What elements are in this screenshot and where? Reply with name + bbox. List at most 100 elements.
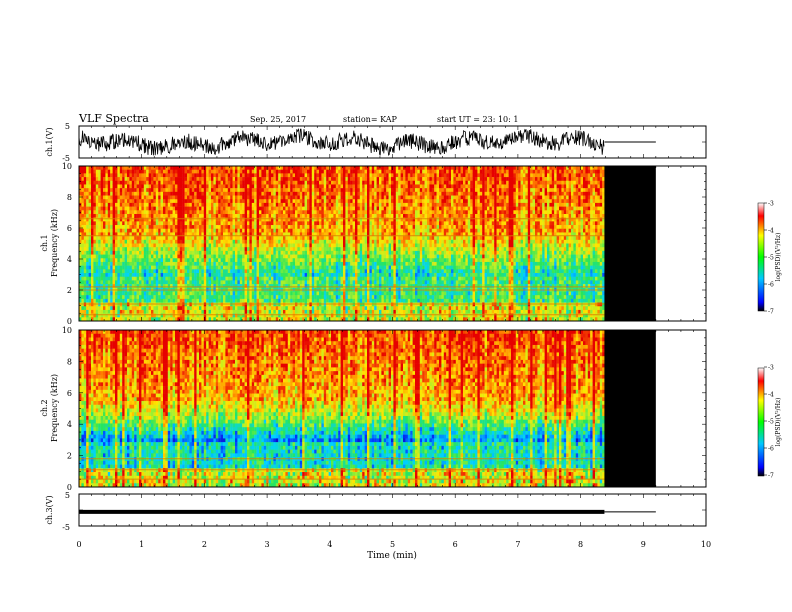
spectrogram-cell <box>256 258 260 263</box>
spectrogram-cell <box>143 184 147 189</box>
spectrogram-cell <box>345 243 348 248</box>
spectrogram-cell <box>227 276 231 281</box>
spectrogram-cell <box>189 313 192 318</box>
spectrogram-cell <box>230 191 233 196</box>
spectrogram-cell <box>131 217 135 222</box>
spectrogram-cell <box>103 217 106 222</box>
spectrogram-cell <box>177 180 180 185</box>
spectrogram-cell <box>98 258 101 263</box>
spectrogram-cell <box>119 309 123 314</box>
spectrogram-cell <box>239 261 243 266</box>
spectrogram-cell <box>211 206 214 211</box>
spectrogram-cell <box>119 180 123 185</box>
spectrogram-cell <box>191 169 195 174</box>
spectrogram-cell <box>268 177 272 182</box>
spectrogram-cell <box>148 313 152 318</box>
spectrogram-cell <box>333 276 336 281</box>
spectrogram-cell <box>321 195 324 200</box>
spectrogram-cell <box>333 213 336 218</box>
spectrogram-cell <box>343 221 346 226</box>
spectrogram-cell <box>263 247 267 252</box>
spectrogram-cell <box>95 180 99 185</box>
spectrogram-cell <box>259 184 262 189</box>
spectrogram-cell <box>350 258 353 263</box>
spectrogram-cell <box>201 276 204 281</box>
spectrogram-cell <box>79 191 82 196</box>
spectrogram-cell <box>88 184 92 189</box>
spectrogram-cell <box>175 254 178 259</box>
spectrogram-cell <box>242 213 245 218</box>
spectrogram-cell <box>112 202 116 207</box>
spectrogram-cell <box>119 269 123 274</box>
spectrogram-cell <box>112 184 116 189</box>
spectrogram-cell <box>143 306 147 311</box>
spectrogram-cell <box>199 313 202 318</box>
spectrogram-cell <box>299 169 303 174</box>
spectrogram-cell <box>225 228 228 233</box>
spectrogram-cell <box>158 180 161 185</box>
spectrogram-cell <box>244 225 248 230</box>
spectrogram-cell <box>343 254 346 259</box>
spectrogram-cell <box>196 295 200 300</box>
spectrogram-cell <box>259 228 262 233</box>
spectrogram-cell <box>117 188 120 193</box>
spectrogram-cell <box>182 236 185 241</box>
spectrogram-cell <box>143 261 147 266</box>
spectrogram-cell <box>266 232 269 237</box>
spectrogram-cell <box>225 177 228 182</box>
spectrogram-cell <box>122 265 125 270</box>
spectrogram-cell <box>107 309 111 314</box>
spectrogram-cell <box>91 250 94 255</box>
spectrogram-cell <box>122 309 125 314</box>
spectrogram-cell <box>175 247 178 252</box>
spectrogram-cell <box>103 265 106 270</box>
spectrogram-cell <box>268 298 272 303</box>
spectrogram-cell <box>225 302 228 307</box>
spectrogram-cell <box>275 199 279 204</box>
spectrogram-cell <box>340 180 344 185</box>
spectrogram-cell <box>213 188 216 193</box>
spectrogram-cell <box>263 180 267 185</box>
spectrogram-cell <box>189 177 192 182</box>
spectrogram-cell <box>107 291 111 296</box>
spectrogram-cell <box>91 239 94 244</box>
spectrogram-cell <box>323 243 327 248</box>
spectrogram-cell <box>273 273 276 278</box>
spectrogram-cell <box>143 177 147 182</box>
spectrogram-cell <box>328 228 332 233</box>
spectrogram-cell <box>343 261 346 266</box>
spectrogram-cell <box>321 236 324 241</box>
spectrogram-cell <box>239 173 243 178</box>
spectrogram-cell <box>110 261 113 266</box>
spectrogram-cell <box>98 195 101 200</box>
spectrogram-cell <box>297 173 300 178</box>
spectrogram-cell <box>297 188 300 193</box>
spectrogram-cell <box>242 298 245 303</box>
spectrogram-cell <box>237 269 240 274</box>
spectrogram-cell <box>223 250 226 255</box>
spectrogram-cell <box>311 225 315 230</box>
spectrogram-cell <box>215 313 219 318</box>
spectrogram-cell <box>141 295 144 300</box>
spectrogram-cell <box>352 180 356 185</box>
spectrogram-cell <box>278 309 281 314</box>
spectrogram-cell <box>350 221 353 226</box>
spectrogram-cell <box>290 261 293 266</box>
spectrogram-cell <box>100 306 104 311</box>
spectrogram-cell <box>88 199 92 204</box>
spectrogram-cell <box>218 280 221 285</box>
spectrogram-cell <box>153 261 156 266</box>
spectrogram-cell <box>83 188 87 193</box>
spectrogram-cell <box>355 221 358 226</box>
spectrogram-cell <box>91 317 94 322</box>
spectrogram-cell <box>158 184 161 189</box>
spectrogram-cell <box>316 317 320 322</box>
spectrogram-cell <box>223 173 226 178</box>
spectrogram-cell <box>275 309 279 314</box>
spectrogram-cell <box>95 177 99 182</box>
spectrogram-cell <box>81 184 84 189</box>
spectrogram-cell <box>345 265 348 270</box>
spectrogram-cell <box>175 317 178 322</box>
spectrogram-cell <box>196 254 200 259</box>
spectrogram-cell <box>292 273 296 278</box>
